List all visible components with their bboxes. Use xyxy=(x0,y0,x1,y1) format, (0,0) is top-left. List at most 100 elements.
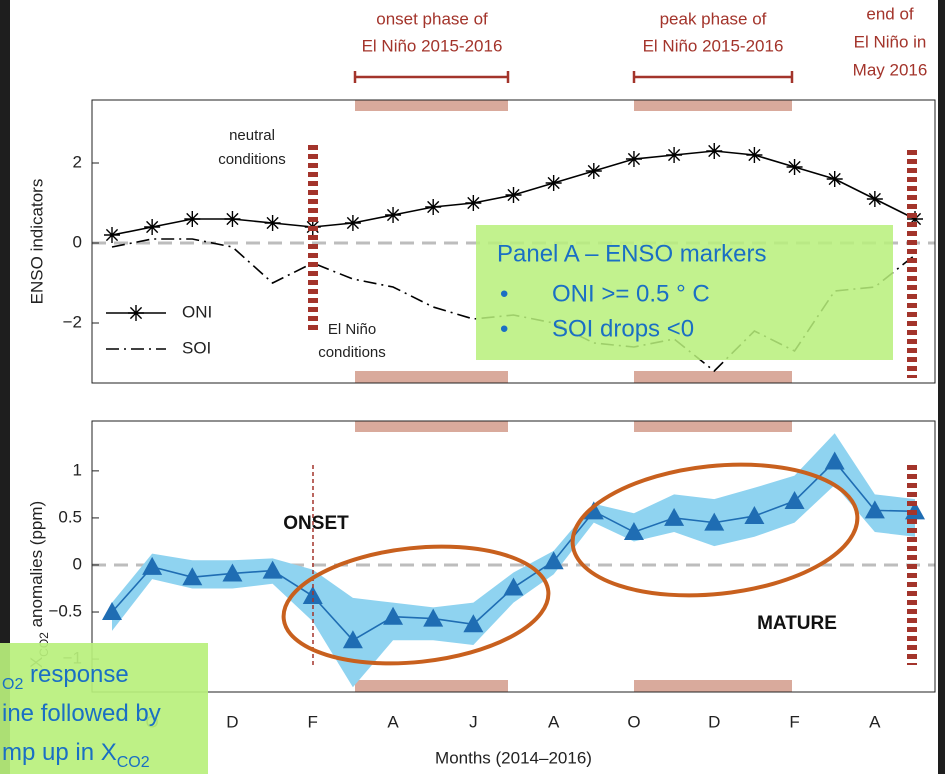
phase-brackets xyxy=(353,71,794,83)
legend-label: ONI xyxy=(182,302,212,321)
callout-bullet: • xyxy=(500,280,508,307)
star-marker xyxy=(184,211,201,227)
triangle-marker xyxy=(583,501,604,520)
star-marker xyxy=(425,199,442,215)
star-marker xyxy=(625,151,642,167)
triangle-marker xyxy=(463,614,484,633)
triangle-marker xyxy=(704,512,725,531)
y-tick-label: −0.5 xyxy=(48,602,82,621)
star-marker xyxy=(385,207,402,223)
event-markers xyxy=(308,145,917,665)
annotation: El Niño 2015-2016 xyxy=(643,36,784,55)
peak-bracket xyxy=(632,71,794,83)
onset-shade xyxy=(355,680,508,692)
callout-box xyxy=(476,225,893,360)
triangle-marker xyxy=(383,606,404,625)
star-marker xyxy=(545,175,562,191)
triangle-marker xyxy=(824,451,845,470)
legend-marker xyxy=(128,305,144,321)
triangle-marker xyxy=(302,586,323,605)
x-tick-label: A xyxy=(387,712,399,731)
star-marker xyxy=(907,211,923,227)
callout-line-part: O2 xyxy=(2,676,23,693)
y-tick-label: 1 xyxy=(73,460,82,479)
annotation: conditions xyxy=(318,344,386,361)
star-marker xyxy=(866,191,883,207)
triangle-marker xyxy=(142,556,163,575)
onset-shade xyxy=(355,100,508,111)
annotation: onset phase of xyxy=(376,9,488,28)
mature-ellipse xyxy=(570,462,860,598)
callouts: Panel A – ENSO markers • ONI >= 0.5 ° C • SO… xyxy=(2,240,766,770)
triangle-marker xyxy=(182,567,203,586)
triangle-marker xyxy=(744,506,765,525)
star-marker xyxy=(826,171,843,187)
annotation: end of xyxy=(866,4,914,23)
star-marker xyxy=(585,163,602,179)
plot-frame xyxy=(91,420,936,693)
annotation: May 2016 xyxy=(853,60,928,79)
star-marker xyxy=(264,215,281,231)
star-marker xyxy=(224,211,241,227)
star-marker xyxy=(144,219,161,235)
callout-line-part: response xyxy=(23,661,128,688)
callout-box xyxy=(0,643,208,774)
onset-shade xyxy=(355,421,508,432)
peak-shade xyxy=(634,680,792,692)
star-marker xyxy=(344,215,361,231)
x-axis-label: Months (2014–2016) xyxy=(435,748,592,767)
triangle-marker xyxy=(342,630,363,649)
star-marker xyxy=(746,147,763,163)
star-marker xyxy=(706,143,723,159)
triangle-marker xyxy=(664,507,685,526)
triangle-marker xyxy=(102,602,122,621)
onset-bracket xyxy=(353,71,510,83)
triangle-marker xyxy=(864,500,885,519)
annotation: neutral xyxy=(229,127,275,144)
annotation: El Niño xyxy=(328,321,376,338)
callout-item: SOI drops <0 xyxy=(552,315,694,342)
star-marker xyxy=(666,147,683,163)
annotations: onset phase of El Niño 2015-2016 peak phas… xyxy=(218,4,927,634)
annotation: El Niño in xyxy=(854,32,927,51)
peak-shade xyxy=(634,371,792,383)
x-tick-label: A xyxy=(869,712,881,731)
y-tick-label: 0 xyxy=(73,232,82,251)
x-tick-label: F xyxy=(308,712,318,731)
triangle-marker xyxy=(784,490,805,509)
y-tick-label: 0.5 xyxy=(58,507,82,526)
triangle-marker xyxy=(262,560,283,579)
triangle-marker xyxy=(503,577,524,596)
phase-shading xyxy=(355,100,792,692)
callout-line: ine followed by xyxy=(2,700,161,727)
star-marker xyxy=(505,187,522,203)
x-tick-label: D xyxy=(708,712,720,731)
phase-label: MATURE xyxy=(757,613,837,634)
onset-ellipse xyxy=(281,544,551,666)
plot-frame xyxy=(91,99,936,384)
annotation: peak phase of xyxy=(660,9,767,28)
star-marker xyxy=(786,159,803,175)
triangle-marker xyxy=(623,522,644,541)
peak-shade xyxy=(634,100,792,111)
x-tick-label: A xyxy=(548,712,560,731)
x-tick-label: J xyxy=(469,712,478,731)
annotation: El Niño 2015-2016 xyxy=(362,36,503,55)
phase-label: ONSET xyxy=(283,513,349,534)
annotation: conditions xyxy=(218,151,286,168)
callout-line-part: mp up in X xyxy=(2,739,117,766)
triangle-marker xyxy=(222,563,243,582)
star-marker xyxy=(104,227,120,243)
highlight-ellipses xyxy=(281,462,860,666)
x-tick-label: F xyxy=(789,712,799,731)
callout-line: O2 response xyxy=(2,661,129,692)
x-tick-label: D xyxy=(226,712,238,731)
legend-label: SOI xyxy=(182,338,211,357)
peak-shade xyxy=(634,421,792,432)
callout-title: Panel A – ENSO markers xyxy=(497,240,766,267)
triangle-marker xyxy=(543,551,564,570)
x-tick-label: O xyxy=(627,712,640,731)
star-marker xyxy=(465,195,482,211)
